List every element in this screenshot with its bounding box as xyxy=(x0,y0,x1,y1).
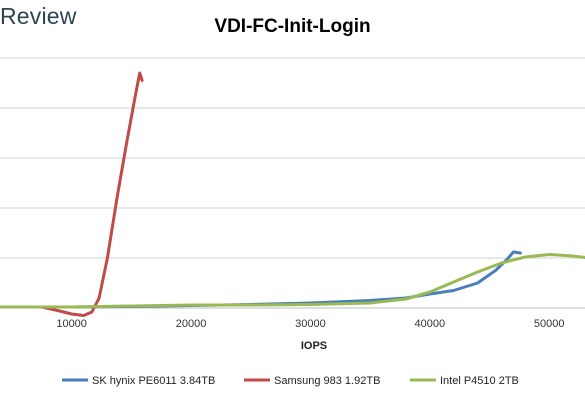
y-gridlines xyxy=(0,57,585,259)
legend-label: Samsung 983 1.92TB xyxy=(274,375,380,387)
series-line-3 xyxy=(0,253,585,309)
legend-item: Intel P4510 2TB xyxy=(410,375,519,387)
series-line-1 xyxy=(0,250,522,309)
legend: SK hynix PE6011 3.84TB Samsung 983 1.92TB… xyxy=(62,375,519,387)
x-tick-label: 40000 xyxy=(414,318,445,330)
x-axis-label: IOPS xyxy=(301,340,327,352)
x-tick-label: 30000 xyxy=(295,318,326,330)
x-tick-labels: 10000 20000 30000 40000 50000 xyxy=(56,318,564,330)
legend-item: Samsung 983 1.92TB xyxy=(244,375,380,387)
legend-label: SK hynix PE6011 3.84TB xyxy=(92,375,215,387)
x-tick-label: 50000 xyxy=(534,318,565,330)
brand-logo-text: Review xyxy=(0,3,77,29)
series-line-2 xyxy=(0,71,144,317)
x-tick-label: 10000 xyxy=(56,318,87,330)
chart-title: VDI-FC-Init-Login xyxy=(214,16,371,37)
legend-label: Intel P4510 2TB xyxy=(440,375,519,387)
legend-item: SK hynix PE6011 3.84TB xyxy=(62,375,215,387)
x-tick-label: 20000 xyxy=(176,318,207,330)
series-lines xyxy=(0,71,585,317)
